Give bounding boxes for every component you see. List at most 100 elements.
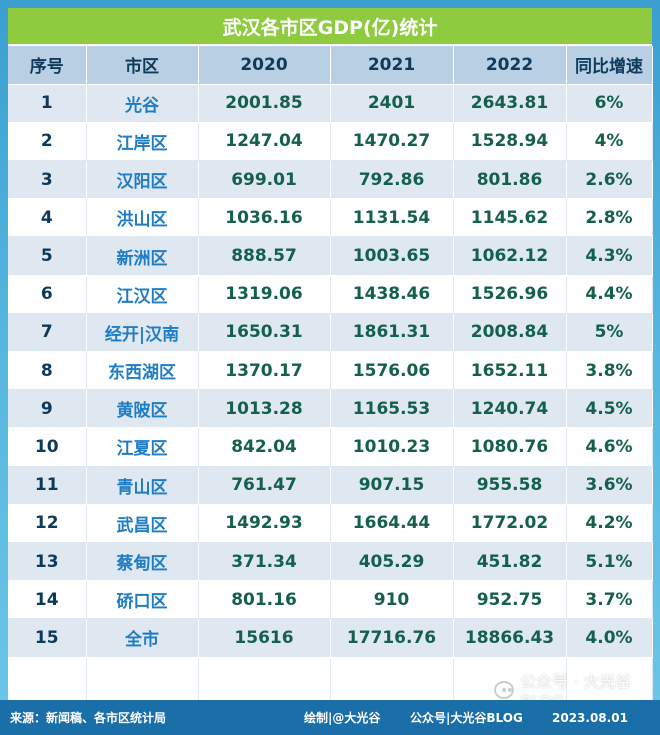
cell-gdp-2022: 1652.11 <box>453 351 567 391</box>
cell-gdp-2020: 1319.06 <box>198 275 331 314</box>
cell-gdp-2021: 1010.23 <box>330 427 454 467</box>
cell-gdp-2021: 1470.27 <box>330 122 454 162</box>
table-row: 13 蔡甸区 371.34 405.29 451.82 5.1% <box>8 542 653 582</box>
cell-district: 光谷 <box>86 84 199 123</box>
cell-gdp-2022: 1145.62 <box>453 198 567 238</box>
footer-drawn-by: 绘制|@大光谷 <box>304 711 381 725</box>
cell-gdp-2022: 1240.74 <box>453 389 567 429</box>
cell-gdp-2021: 1861.31 <box>330 313 454 353</box>
cell-index: 5 <box>8 236 87 276</box>
table-row: 12 武昌区 1492.93 1664.44 1772.02 4.2% <box>8 504 653 543</box>
cell-gdp-2020: 761.47 <box>198 466 331 505</box>
table-row: 6 江汉区 1319.06 1438.46 1526.96 4.4% <box>8 275 653 314</box>
cell-growth-rate: 4% <box>566 122 653 162</box>
cell-district: 新洲区 <box>86 236 199 276</box>
cell-index: 13 <box>8 542 87 582</box>
cell-growth-rate: 4.6% <box>566 427 653 467</box>
cell-gdp-2020: 801.16 <box>198 580 331 620</box>
cell-gdp-2022: 18866.43 <box>453 618 567 658</box>
table-row: 11 青山区 761.47 907.15 955.58 3.6% <box>8 466 653 505</box>
cell-growth-rate: 4.0% <box>566 618 653 658</box>
cell-blank <box>86 657 199 702</box>
cell-gdp-2022: 1062.12 <box>453 236 567 276</box>
cell-district: 江汉区 <box>86 275 199 314</box>
header-district: 市区 <box>86 46 199 85</box>
cell-gdp-2020: 1650.31 <box>198 313 331 353</box>
cell-growth-rate: 2.8% <box>566 198 653 238</box>
cell-gdp-2020: 1013.28 <box>198 389 331 429</box>
cell-gdp-2022: 1772.02 <box>453 504 567 543</box>
cell-gdp-2022: 955.58 <box>453 466 567 505</box>
footer-bar: 来源：新闻稿、各市区统计局 绘制|@大光谷 公众号|大光谷BLOG 2023.0… <box>0 700 660 735</box>
footer-source: 来源：新闻稿、各市区统计局 <box>10 711 167 725</box>
table-row-blank <box>8 657 653 702</box>
cell-district: 东西湖区 <box>86 351 199 391</box>
cell-index: 3 <box>8 160 87 200</box>
cell-gdp-2021: 2401 <box>330 84 454 123</box>
cell-gdp-2020: 371.34 <box>198 542 331 582</box>
cell-district: 全市 <box>86 618 199 658</box>
cell-district: 硚口区 <box>86 580 199 620</box>
cell-gdp-2020: 2001.85 <box>198 84 331 123</box>
cell-gdp-2022: 952.75 <box>453 580 567 620</box>
cell-gdp-2020: 888.57 <box>198 236 331 276</box>
cell-gdp-2021: 1664.44 <box>330 504 454 543</box>
cell-gdp-2021: 1576.06 <box>330 351 454 391</box>
cell-growth-rate: 6% <box>566 84 653 123</box>
cell-growth-rate: 4.5% <box>566 389 653 429</box>
cell-district: 江夏区 <box>86 427 199 467</box>
cell-gdp-2020: 842.04 <box>198 427 331 467</box>
cell-gdp-2021: 1438.46 <box>330 275 454 314</box>
cell-gdp-2021: 1003.65 <box>330 236 454 276</box>
cell-index: 11 <box>8 466 87 505</box>
cell-district: 经开|汉南 <box>86 313 199 353</box>
wechat-icon <box>494 680 515 699</box>
gdp-table: 序号 市区 2020 2021 2022 同比增速 1 光谷 2001.85 2401… <box>8 46 653 702</box>
cell-growth-rate: 4.4% <box>566 275 653 314</box>
cell-index: 10 <box>8 427 87 467</box>
cell-gdp-2021: 910 <box>330 580 454 620</box>
header-growth-rate: 同比增速 <box>566 46 653 85</box>
table-row: 3 汉阳区 699.01 792.86 801.86 2.6% <box>8 160 653 200</box>
cell-index: 9 <box>8 389 87 429</box>
cell-gdp-2021: 17716.76 <box>330 618 454 658</box>
cell-index: 2 <box>8 122 87 162</box>
table-row: 4 洪山区 1036.16 1131.54 1145.62 2.8% <box>8 198 653 238</box>
cell-district: 黄陂区 <box>86 389 199 429</box>
table-row: 10 江夏区 842.04 1010.23 1080.76 4.6% <box>8 427 653 467</box>
header-index: 序号 <box>8 46 87 85</box>
table-row: 9 黄陂区 1013.28 1165.53 1240.74 4.5% <box>8 389 653 429</box>
cell-gdp-2021: 792.86 <box>330 160 454 200</box>
cell-blank <box>330 657 454 702</box>
table-row: 7 经开|汉南 1650.31 1861.31 2008.84 5% <box>8 313 653 353</box>
cell-index: 14 <box>8 580 87 620</box>
cell-district: 蔡甸区 <box>86 542 199 582</box>
cell-blank <box>8 657 87 702</box>
cell-district: 江岸区 <box>86 122 199 162</box>
cell-blank <box>198 657 331 702</box>
table-row: 1 光谷 2001.85 2401 2643.81 6% <box>8 84 653 123</box>
table-row: 8 东西湖区 1370.17 1576.06 1652.11 3.8% <box>8 351 653 391</box>
cell-district: 汉阳区 <box>86 160 199 200</box>
cell-gdp-2022: 2643.81 <box>453 84 567 123</box>
cell-index: 6 <box>8 275 87 314</box>
cell-gdp-2022: 1080.76 <box>453 427 567 467</box>
cell-gdp-2020: 699.01 <box>198 160 331 200</box>
cell-gdp-2020: 1247.04 <box>198 122 331 162</box>
cell-district: 青山区 <box>86 466 199 505</box>
header-2021: 2021 <box>330 46 454 85</box>
cell-gdp-2022: 1526.96 <box>453 275 567 314</box>
cell-gdp-2021: 1165.53 <box>330 389 454 429</box>
table-body: 1 光谷 2001.85 2401 2643.81 6% 2 江岸区 1247.04 1470.2… <box>8 84 653 702</box>
cell-index: 8 <box>8 351 87 391</box>
cell-gdp-2022: 1528.94 <box>453 122 567 162</box>
cell-growth-rate: 4.2% <box>566 504 653 543</box>
cell-gdp-2020: 15616 <box>198 618 331 658</box>
cell-gdp-2021: 1131.54 <box>330 198 454 238</box>
header-2020: 2020 <box>198 46 331 85</box>
cell-gdp-2021: 907.15 <box>330 466 454 505</box>
table-row: 14 硚口区 801.16 910 952.75 3.7% <box>8 580 653 620</box>
cell-index: 12 <box>8 504 87 543</box>
cell-gdp-2022: 2008.84 <box>453 313 567 353</box>
cell-index: 7 <box>8 313 87 353</box>
